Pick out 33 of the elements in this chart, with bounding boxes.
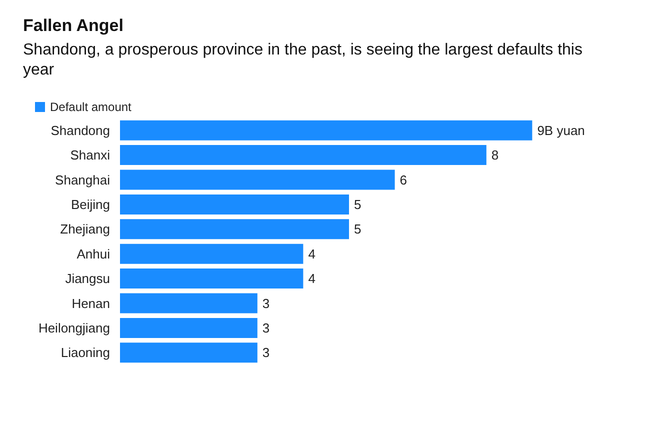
y-tick-label: Zhejiang — [60, 222, 110, 237]
data-label: 4 — [308, 271, 316, 286]
data-label: 3 — [262, 345, 270, 360]
data-label: 3 — [262, 296, 270, 311]
y-tick-label: Liaoning — [60, 345, 110, 360]
bar — [120, 318, 258, 338]
data-label: 9B yuan — [537, 122, 585, 138]
data-label: 4 — [308, 246, 316, 262]
data-label: 5 — [354, 196, 362, 212]
bar — [120, 170, 395, 190]
bar — [120, 244, 304, 264]
bar — [120, 120, 532, 140]
y-tick-label: Shanxi — [70, 148, 110, 163]
data-label: 8 — [491, 148, 499, 163]
bar — [120, 194, 349, 214]
legend-label: Default amount — [50, 100, 132, 114]
chart-title: Fallen Angel — [23, 16, 124, 35]
bar — [120, 145, 486, 166]
y-tick-label: Henan — [72, 296, 110, 311]
y-tick-label: Beijing — [70, 196, 110, 212]
data-label: 6 — [400, 172, 408, 188]
bar — [120, 293, 258, 314]
y-tick-label: Shandong — [50, 122, 110, 138]
data-label: 3 — [262, 320, 270, 336]
y-tick-label: Heilongjiang — [38, 320, 110, 336]
data-label: 5 — [354, 222, 362, 237]
chart-subtitle: Shandong, a prosperous province in the past, is seeing the largest defaults this year — [23, 42, 587, 78]
y-tick-label: Jiangsu — [65, 271, 110, 286]
bar — [120, 219, 349, 240]
y-tick-label: Anhui — [76, 246, 110, 262]
bar — [120, 342, 258, 363]
bar — [120, 268, 304, 289]
y-tick-label: Shanghai — [55, 172, 110, 188]
